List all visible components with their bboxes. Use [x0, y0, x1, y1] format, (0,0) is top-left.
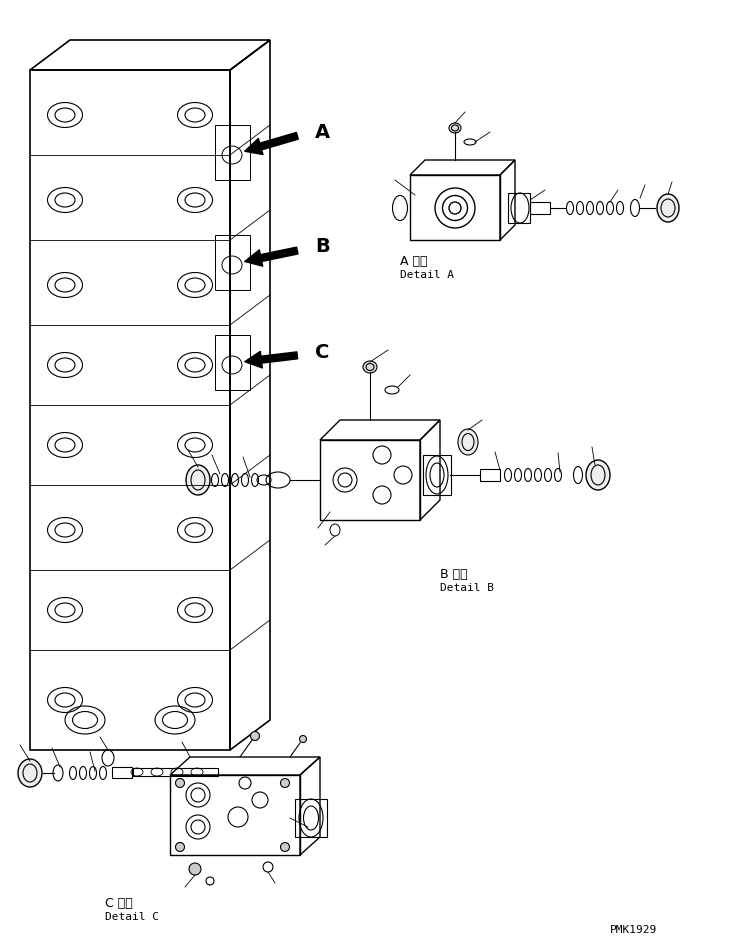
- Text: Detail A: Detail A: [400, 270, 454, 280]
- Ellipse shape: [586, 460, 610, 490]
- Text: C: C: [315, 343, 330, 362]
- Bar: [410, 175, 500, 240]
- Ellipse shape: [18, 759, 42, 787]
- Text: C 詳細: C 詳細: [105, 897, 133, 910]
- Bar: [215, 235, 250, 290]
- Ellipse shape: [189, 863, 201, 875]
- Text: A 詳細: A 詳細: [400, 255, 427, 268]
- Ellipse shape: [281, 843, 289, 851]
- FancyArrowPatch shape: [245, 132, 298, 155]
- Text: B: B: [315, 238, 330, 256]
- FancyArrowPatch shape: [245, 352, 297, 368]
- Bar: [508, 193, 530, 223]
- Text: Detail C: Detail C: [105, 912, 159, 922]
- Ellipse shape: [281, 778, 289, 788]
- Text: PMK1929: PMK1929: [610, 925, 658, 935]
- Text: A: A: [315, 123, 330, 142]
- Ellipse shape: [458, 429, 478, 455]
- Bar: [112, 767, 132, 778]
- Ellipse shape: [251, 732, 260, 740]
- Ellipse shape: [449, 123, 461, 133]
- Bar: [215, 335, 250, 390]
- Bar: [30, 70, 230, 750]
- Bar: [320, 440, 420, 520]
- Text: Detail B: Detail B: [440, 583, 494, 593]
- Bar: [530, 202, 550, 214]
- Ellipse shape: [176, 778, 184, 788]
- Bar: [423, 455, 451, 495]
- FancyArrowPatch shape: [245, 247, 298, 266]
- Text: B 詳細: B 詳細: [440, 568, 467, 581]
- Bar: [480, 469, 500, 481]
- Ellipse shape: [657, 194, 679, 222]
- Ellipse shape: [186, 465, 210, 495]
- Ellipse shape: [176, 843, 184, 851]
- Bar: [133, 768, 218, 776]
- Bar: [215, 125, 250, 180]
- Bar: [170, 775, 300, 855]
- Ellipse shape: [300, 735, 306, 743]
- Ellipse shape: [363, 361, 377, 373]
- Bar: [295, 799, 327, 837]
